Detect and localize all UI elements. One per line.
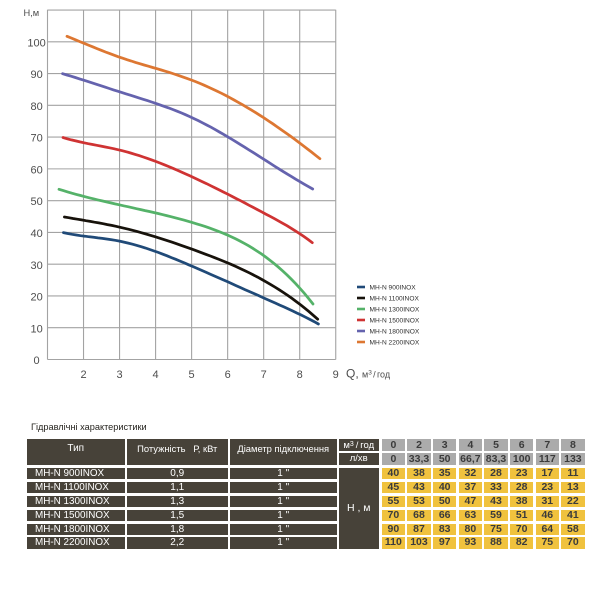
svg-text:MH-N 1100INOX: MH-N 1100INOX xyxy=(370,295,420,302)
svg-text:MH-N 1500INOX: MH-N 1500INOX xyxy=(370,317,420,324)
svg-text:3: 3 xyxy=(117,369,123,381)
svg-text:90: 90 xyxy=(30,69,42,81)
svg-text:9: 9 xyxy=(333,369,339,381)
svg-text:60: 60 xyxy=(30,165,42,177)
svg-text:MH-N 900INOX: MH-N 900INOX xyxy=(370,284,417,291)
svg-text:10: 10 xyxy=(30,323,42,335)
svg-text:2: 2 xyxy=(80,369,86,381)
svg-text:20: 20 xyxy=(30,292,42,304)
svg-text:MH-N 1800INOX: MH-N 1800INOX xyxy=(370,328,420,335)
svg-text:8: 8 xyxy=(297,369,303,381)
svg-text:0: 0 xyxy=(34,355,40,367)
svg-text:50: 50 xyxy=(30,196,42,208)
svg-text:4: 4 xyxy=(153,369,159,381)
svg-text:5: 5 xyxy=(189,369,195,381)
svg-text:70: 70 xyxy=(30,133,42,145)
svg-text:100: 100 xyxy=(27,37,45,49)
svg-text:MH-N 2200INOX: MH-N 2200INOX xyxy=(370,339,420,346)
svg-text:40: 40 xyxy=(30,228,42,240)
svg-text:Н,м: Н,м xyxy=(24,8,40,18)
svg-text:Q, м3/год: Q, м3/год xyxy=(346,367,391,381)
svg-text:MH-N 1300INOX: MH-N 1300INOX xyxy=(370,306,420,313)
svg-text:6: 6 xyxy=(225,369,231,381)
svg-text:30: 30 xyxy=(30,260,42,272)
svg-text:7: 7 xyxy=(261,369,267,381)
svg-text:80: 80 xyxy=(30,101,42,113)
